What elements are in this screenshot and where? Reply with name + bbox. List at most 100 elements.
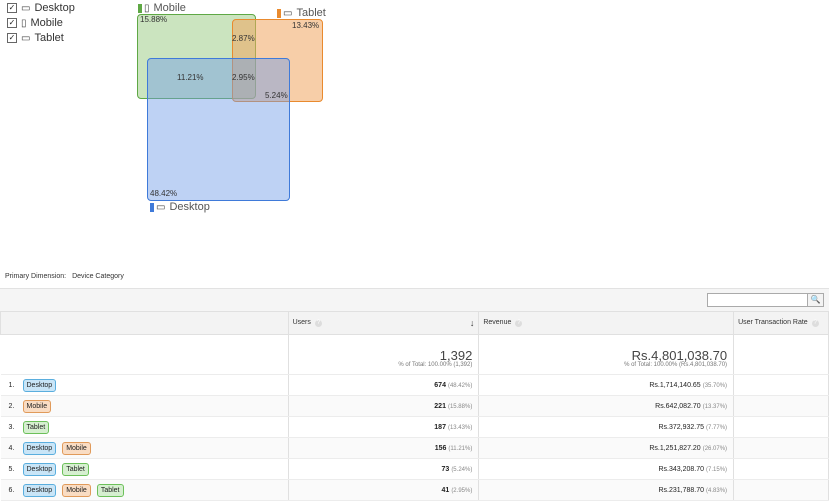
primary-dimension-value[interactable]: Device Category (72, 273, 124, 280)
legend-item-tablet[interactable]: ✓ ▭ Tablet (7, 32, 64, 44)
row-revenue-pct: (7.15%) (706, 466, 728, 473)
venn-all-three-pct: 2.95% (232, 73, 255, 82)
row-users-pct: (15.88%) (447, 403, 473, 410)
venn-tablet-region[interactable] (232, 19, 323, 102)
table-row: 5. Desktop Tablet 73 (5.24%) Rs.343,208.70 (7.… (0, 458, 829, 480)
row-utr (733, 458, 829, 480)
row-revenue: Rs.1,714,140.65 (649, 381, 701, 389)
row-utr (733, 374, 829, 396)
row-users: 73 (441, 465, 450, 473)
primary-dimension-label: Primary Dimension: (5, 273, 67, 280)
venn-desktop-mobile-pct: 11.21% (177, 73, 204, 82)
segment-chip-tablet[interactable]: Tablet (96, 483, 124, 497)
total-revenue: Rs.4,801,038.70 (631, 348, 728, 363)
row-users-pct: (2.95%) (451, 487, 473, 494)
row-users: 187 (434, 423, 446, 431)
segment-chip-tablet[interactable]: Tablet (62, 462, 89, 476)
totals-row: 1,392 % of Total: 100.00% (1,392) Rs.4,8… (0, 334, 829, 375)
row-index: 5. (8, 465, 15, 473)
data-table: Users? ↓ Revenue? User Transaction Rate?… (0, 311, 829, 501)
venn-tablet-pct: 13.43% (292, 21, 320, 30)
segment-chip-mobile[interactable]: Mobile (22, 399, 52, 413)
checkbox-desktop[interactable]: ✓ (7, 3, 17, 13)
checkbox-tablet[interactable]: ✓ (7, 33, 17, 43)
table-header-row: Users? ↓ Revenue? User Transaction Rate? (0, 311, 829, 335)
venn-mobile-pct: 15.88% (140, 15, 168, 24)
row-revenue: Rs.1,251,827.20 (649, 444, 701, 452)
row-revenue-pct: (35.70%) (702, 382, 728, 389)
header-users[interactable]: Users? ↓ (287, 311, 480, 335)
desktop-swatch (150, 202, 154, 212)
row-users: 674 (434, 381, 446, 389)
row-users: 221 (434, 402, 446, 410)
desktop-icon: ▭ (21, 2, 31, 14)
sort-arrow-icon[interactable]: ↓ (469, 318, 475, 328)
table-row: 4. Desktop Mobile 156 (11.21%) Rs.1,251,827.2… (0, 437, 829, 459)
help-icon[interactable]: ? (314, 320, 322, 327)
tablet-icon: ▭ (283, 7, 293, 19)
segment-chip-mobile[interactable]: Mobile (62, 483, 91, 497)
legend-item-mobile[interactable]: ✓ ▯ Mobile (7, 17, 63, 29)
table-row: 2. Mobile 221 (15.88%) Rs.642,082.70 (13.37%) (0, 395, 829, 417)
row-users-pct: (48.42%) (447, 382, 473, 389)
row-index: 2. (8, 402, 15, 410)
segment-chip-desktop[interactable]: Desktop (22, 483, 57, 497)
row-revenue: Rs.372,932.75 (658, 423, 705, 431)
segment-chip-desktop[interactable]: Desktop (22, 462, 57, 476)
tablet-swatch (277, 8, 281, 18)
table-row: 3. Tablet 187 (13.43%) Rs.372,932.75 (7.77%) (0, 416, 829, 438)
venn-mobile-tablet-pct: 2.87% (232, 34, 255, 43)
segment-chip-tablet[interactable]: Tablet (22, 420, 50, 434)
row-revenue-pct: (13.37%) (702, 403, 728, 410)
total-revenue-sub: % of Total: 100.00% (Rs.4,801,038.70) (624, 362, 728, 368)
table-row: 1. Desktop 674 (48.42%) Rs.1,714,140.65 (35.7… (0, 374, 829, 396)
row-revenue-pct: (26.07%) (702, 445, 728, 452)
row-revenue-pct: (4.83%) (706, 487, 728, 494)
header-revenue[interactable]: Revenue? (478, 311, 735, 335)
row-users: 41 (441, 486, 450, 494)
header-user-transaction-rate[interactable]: User Transaction Rate? (733, 311, 829, 335)
row-index: 4. (8, 444, 15, 452)
primary-dimension: Primary Dimension: Device Category (5, 273, 124, 280)
mobile-icon: ▯ (21, 17, 27, 29)
venn-desktop-region[interactable] (147, 58, 290, 201)
total-users-sub: % of Total: 100.00% (1,392) (398, 362, 473, 368)
segment-chip-desktop[interactable]: Desktop (22, 378, 57, 392)
row-revenue: Rs.231,788.70 (658, 486, 705, 494)
table-toolbar: 🔍 (0, 288, 829, 312)
row-users-pct: (11.21%) (448, 445, 473, 452)
segment-chip-mobile[interactable]: Mobile (62, 441, 91, 455)
row-utr (733, 395, 829, 417)
row-index: 6. (8, 486, 15, 494)
row-users: 156 (434, 444, 447, 452)
desktop-icon: ▭ (156, 201, 166, 213)
venn-desktop-title: ▭ Desktop (150, 201, 210, 213)
mobile-icon: ▯ (144, 2, 150, 14)
row-utr (733, 416, 829, 438)
venn-tablet-title: ▭ Tablet (277, 7, 326, 19)
segment-chip-desktop[interactable]: Desktop (22, 441, 57, 455)
legend-label: Tablet (34, 32, 64, 44)
help-icon[interactable]: ? (811, 320, 819, 327)
total-users: 1,392 (439, 348, 473, 363)
mobile-swatch (138, 3, 142, 13)
search-button[interactable]: 🔍 (807, 293, 824, 307)
row-index: 1. (8, 381, 15, 389)
legend-item-desktop[interactable]: ✓ ▭ Desktop (7, 2, 75, 14)
tablet-icon: ▭ (21, 32, 31, 44)
help-icon[interactable]: ? (515, 320, 523, 327)
row-utr (733, 479, 829, 501)
row-users-pct: (5.24%) (451, 466, 473, 473)
row-revenue: Rs.343,208.70 (658, 465, 705, 473)
search-icon: 🔍 (810, 295, 821, 304)
row-users-pct: (13.43%) (447, 424, 473, 431)
venn-desktop-tablet-pct: 5.24% (265, 91, 288, 100)
venn-mobile-title: ▯ Mobile (138, 2, 186, 14)
table-row: 6. Desktop Mobile Tablet 41 (2.95%) Rs.231,788… (0, 479, 829, 501)
header-dimension (0, 311, 289, 335)
search-input[interactable] (707, 293, 808, 307)
row-revenue-pct: (7.77%) (706, 424, 728, 431)
legend-label: Desktop (34, 2, 75, 14)
row-revenue: Rs.642,082.70 (655, 402, 701, 410)
checkbox-mobile[interactable]: ✓ (7, 18, 17, 28)
